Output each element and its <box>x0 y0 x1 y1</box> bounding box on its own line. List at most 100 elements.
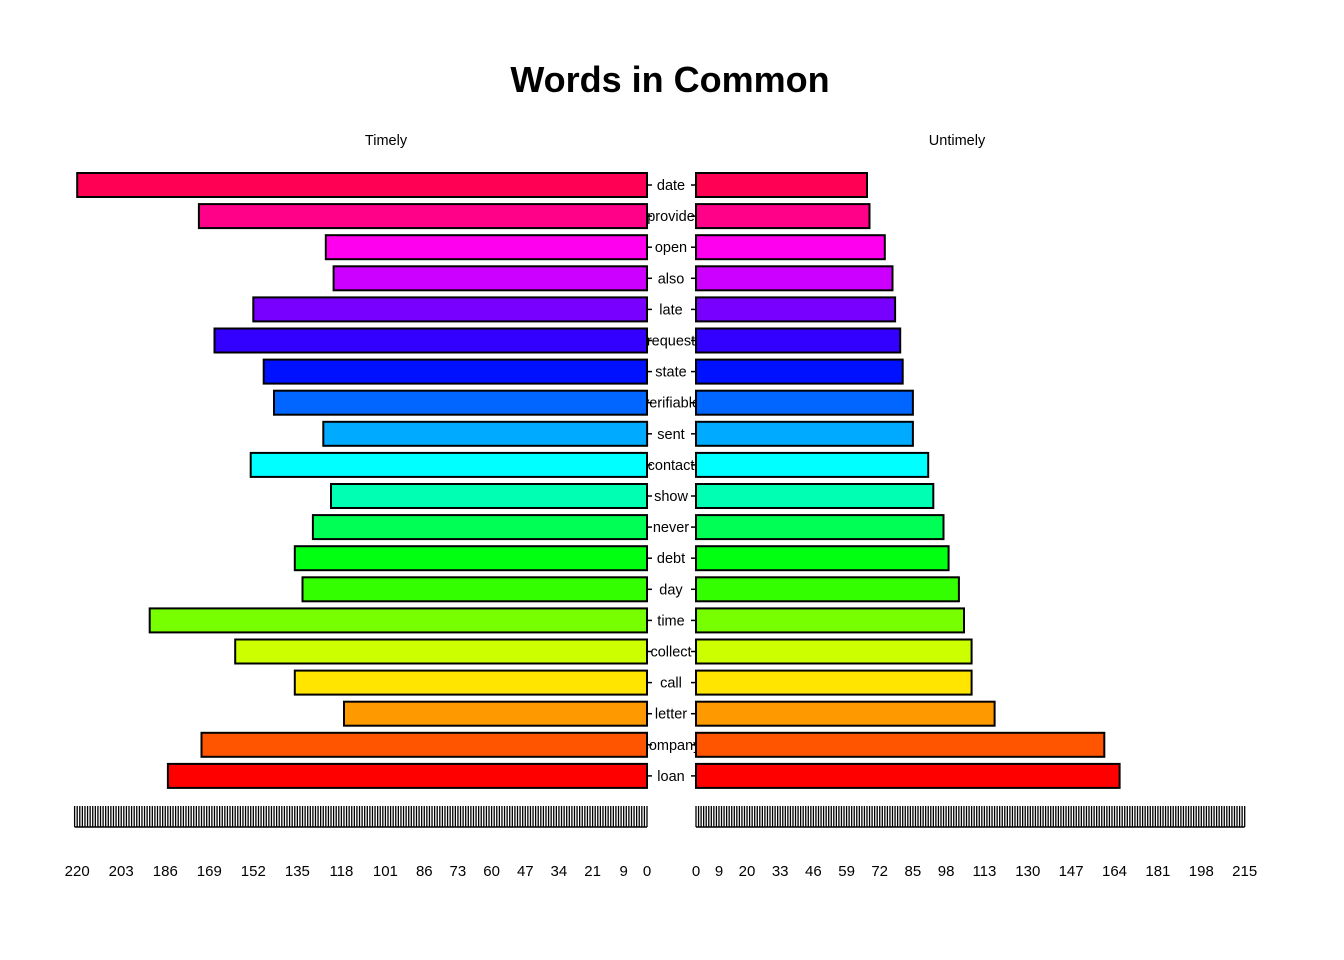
bar-untimely-day <box>695 576 960 603</box>
left-tick-label: 169 <box>197 863 222 880</box>
left-tick-label: 0 <box>643 863 651 880</box>
left-tick-label: 186 <box>153 863 178 880</box>
bar-untimely-date <box>695 172 868 198</box>
right-tick-label: 85 <box>905 863 922 880</box>
category-label-never: never <box>653 520 689 536</box>
left-tick-label: 86 <box>416 863 433 880</box>
bar-timely-day <box>301 576 648 603</box>
bar-untimely-contact <box>695 451 930 478</box>
bar-untimely-also <box>695 265 894 292</box>
bar-untimely-request <box>695 327 902 354</box>
bar-untimely-never <box>695 514 945 541</box>
bar-untimely-collect <box>695 638 973 665</box>
bar-timely-show <box>330 483 648 509</box>
right-tick-label: 198 <box>1189 863 1214 880</box>
left-tick-label: 152 <box>241 863 266 880</box>
category-label-contact: contact <box>648 458 695 474</box>
bar-timely-date <box>76 172 648 198</box>
right-tick-label: 9 <box>715 863 723 880</box>
bar-timely-request <box>213 327 648 354</box>
category-label-loan: loan <box>657 769 684 785</box>
bar-untimely-verifiable <box>695 389 914 416</box>
category-label-late: late <box>659 302 682 318</box>
bar-timely-open <box>324 234 648 261</box>
bar-timely-company <box>200 731 648 758</box>
left-tick-label: 220 <box>65 863 90 880</box>
bar-untimely-company <box>695 731 1106 758</box>
left-tick-label: 21 <box>584 863 601 880</box>
bar-untimely-provide <box>695 203 871 230</box>
left-panel-title: Timely <box>365 133 408 149</box>
category-label-sent: sent <box>657 427 684 443</box>
category-label-day: day <box>659 582 683 598</box>
bar-timely-sent <box>322 420 649 447</box>
right-tick-label: 130 <box>1015 863 1040 880</box>
axes-layer: 220 203 186 169 152 135 118 101 86 73 60 47 34 21 9 0 0 9… <box>65 806 1257 880</box>
left-tick-label: 9 <box>620 863 628 880</box>
left-tick-label: 135 <box>285 863 310 880</box>
bar-timely-contact <box>249 451 648 478</box>
left-axis-rug <box>73 806 648 828</box>
bar-timely-provide <box>197 203 648 230</box>
left-tick-label: 101 <box>373 863 398 880</box>
right-tick-label: 46 <box>805 863 822 880</box>
bar-untimely-open <box>695 234 886 261</box>
category-label-letter: letter <box>655 707 687 723</box>
left-tick-label: 34 <box>551 863 568 880</box>
bar-untimely-show <box>695 483 935 509</box>
left-tick-label: 60 <box>483 863 500 880</box>
left-tick-label: 118 <box>329 863 353 880</box>
bar-timely-collect <box>234 638 648 665</box>
bar-timely-late <box>252 296 649 323</box>
bar-timely-verifiable <box>273 389 648 416</box>
category-label-open: open <box>655 240 687 256</box>
right-tick-label: 0 <box>692 863 700 880</box>
bar-untimely-late <box>695 296 897 323</box>
right-tick-label: 113 <box>972 863 996 880</box>
bar-untimely-loan <box>695 762 1121 789</box>
right-panel-title: Untimely <box>929 133 986 149</box>
right-tick-label: 181 <box>1145 863 1170 880</box>
right-tick-label: 72 <box>871 863 888 880</box>
bar-untimely-time <box>695 607 965 634</box>
bar-timely-also <box>332 265 648 292</box>
category-label-call: call <box>660 676 682 692</box>
category-label-state: state <box>655 365 686 381</box>
category-label-provide: provide <box>647 209 695 225</box>
chart-title: Words in Common <box>510 59 829 100</box>
bar-untimely-call <box>695 669 973 696</box>
right-tick-label: 20 <box>739 863 756 880</box>
bar-timely-debt <box>293 545 648 572</box>
bar-timely-state <box>262 358 648 385</box>
category-label-collect: collect <box>650 645 691 661</box>
right-tick-label: 59 <box>838 863 855 880</box>
bar-untimely-state <box>695 358 904 385</box>
category-label-also: also <box>658 271 685 287</box>
category-labels-layer: date provide open also late request state verif… <box>642 178 702 785</box>
bar-untimely-sent <box>695 420 914 447</box>
bar-timely-letter <box>343 700 648 727</box>
category-label-debt: debt <box>657 551 685 567</box>
left-tick-label: 47 <box>517 863 534 880</box>
right-tick-label: 147 <box>1059 863 1084 880</box>
right-tick-label: 215 <box>1232 863 1257 880</box>
category-label-request: request <box>647 334 695 350</box>
bar-timely-time <box>148 607 648 634</box>
left-tick-label: 73 <box>450 863 467 880</box>
bar-untimely-debt <box>695 545 950 572</box>
category-label-time: time <box>657 613 684 629</box>
right-tick-label: 164 <box>1102 863 1127 880</box>
category-label-company: company <box>642 738 702 754</box>
bar-timely-never <box>311 514 648 541</box>
bar-timely-call <box>293 669 648 696</box>
bars-layer <box>76 172 1121 789</box>
bar-untimely-letter <box>695 700 996 727</box>
category-label-verifiable: verifiable <box>642 396 700 412</box>
bar-timely-loan <box>166 762 648 789</box>
right-axis-rug <box>695 806 1246 828</box>
right-tick-label: 33 <box>772 863 789 880</box>
right-tick-label: 98 <box>938 863 955 880</box>
category-label-show: show <box>654 489 688 505</box>
left-tick-label: 203 <box>109 863 134 880</box>
